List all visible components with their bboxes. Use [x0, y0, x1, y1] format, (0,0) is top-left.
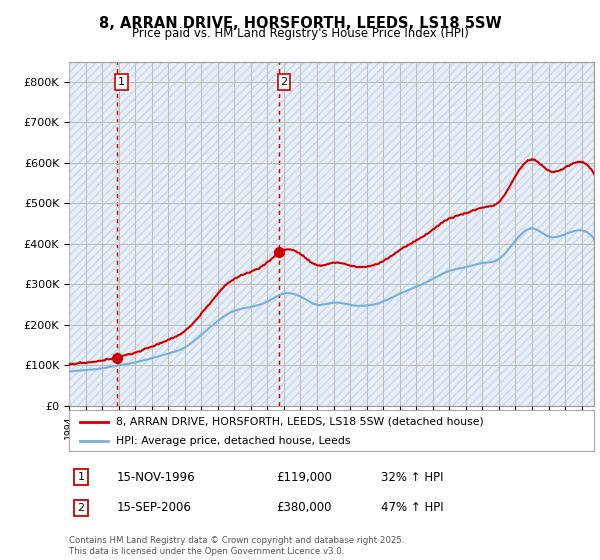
Text: Contains HM Land Registry data © Crown copyright and database right 2025.
This d: Contains HM Land Registry data © Crown c…	[69, 536, 404, 556]
Text: 8, ARRAN DRIVE, HORSFORTH, LEEDS, LS18 5SW (detached house): 8, ARRAN DRIVE, HORSFORTH, LEEDS, LS18 5…	[116, 417, 484, 427]
Text: 47% ↑ HPI: 47% ↑ HPI	[381, 501, 443, 515]
Text: £119,000: £119,000	[276, 470, 332, 484]
Text: 1: 1	[77, 472, 85, 482]
Text: Price paid vs. HM Land Registry's House Price Index (HPI): Price paid vs. HM Land Registry's House …	[131, 27, 469, 40]
Text: 15-SEP-2006: 15-SEP-2006	[117, 501, 192, 515]
Text: 32% ↑ HPI: 32% ↑ HPI	[381, 470, 443, 484]
Text: 2: 2	[77, 503, 85, 513]
FancyBboxPatch shape	[69, 410, 594, 451]
Text: 15-NOV-1996: 15-NOV-1996	[117, 470, 196, 484]
Text: HPI: Average price, detached house, Leeds: HPI: Average price, detached house, Leed…	[116, 436, 351, 446]
Text: 2: 2	[281, 77, 287, 87]
Text: 8, ARRAN DRIVE, HORSFORTH, LEEDS, LS18 5SW: 8, ARRAN DRIVE, HORSFORTH, LEEDS, LS18 5…	[98, 16, 502, 31]
Text: 1: 1	[118, 77, 125, 87]
Text: £380,000: £380,000	[276, 501, 331, 515]
